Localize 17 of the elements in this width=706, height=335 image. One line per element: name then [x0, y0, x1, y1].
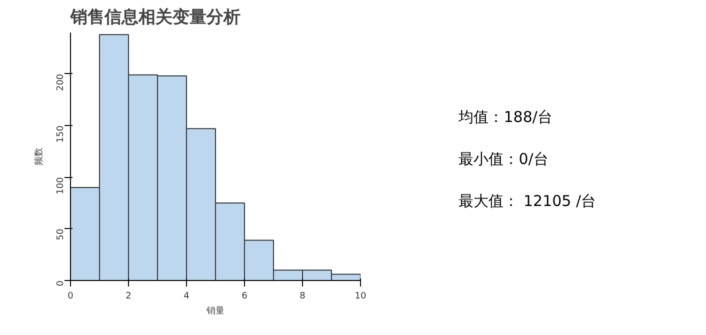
x-tick-label: 10: [354, 292, 366, 302]
x-tick-label: 2: [126, 292, 132, 302]
x-tick-label: 6: [242, 292, 248, 302]
y-tick-label: 200: [56, 74, 66, 92]
x-tick-label: 4: [184, 292, 190, 302]
text: 最大值： 12105 /台: [458, 192, 596, 210]
text: 最小值：0/台: [458, 150, 548, 168]
x-tick-label: 0: [68, 292, 74, 302]
x-axis-title: 销量: [206, 306, 224, 316]
chart-title: 销售信息相关变量分析: [70, 8, 240, 28]
y-axis-title: 频数: [34, 148, 44, 166]
y-tick-label: 50: [56, 228, 66, 240]
x-tick-label: 8: [300, 292, 306, 302]
y-tick-label: 100: [56, 176, 66, 194]
text: 均值：188/台: [458, 108, 552, 126]
y-tick-label: 0: [56, 280, 66, 286]
y-tick-label: 150: [56, 125, 66, 143]
